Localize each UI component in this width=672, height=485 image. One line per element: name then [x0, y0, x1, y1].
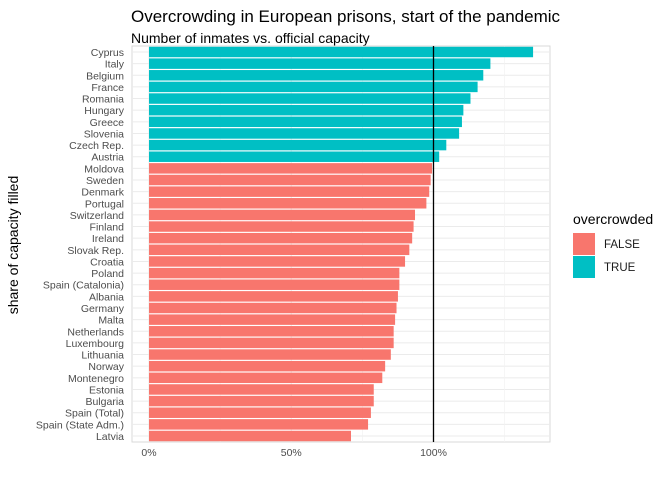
y-tick-label: Czech Rep. [69, 140, 124, 152]
bar-poland [149, 267, 400, 279]
bar-malta [149, 314, 396, 325]
y-tick-label: Malta [98, 315, 124, 327]
y-tick-label: Cyprus [91, 47, 124, 59]
bar-hungary [149, 104, 464, 116]
y-tick-label: Sweden [86, 175, 124, 187]
bar-moldova [149, 163, 433, 174]
bar-france [149, 81, 478, 93]
y-tick-label: Germany [81, 303, 125, 315]
bar-greece [149, 116, 462, 128]
bar-spain-state-adm [149, 419, 369, 430]
bar-sweden [149, 174, 431, 186]
bar-switzerland [149, 209, 416, 221]
bar-estonia [149, 384, 374, 395]
y-tick-label: Finland [90, 222, 125, 234]
bar-ireland [149, 232, 413, 244]
x-tick-label: 0% [141, 447, 156, 459]
chart-title: Overcrowding in European prisons, start … [131, 7, 561, 26]
y-tick-label: Belgium [86, 70, 124, 82]
bar-austria [149, 151, 440, 162]
x-tick-label: 50% [281, 447, 302, 459]
bar-belgium [149, 70, 484, 81]
chart-subtitle: Number of inmates vs. official capacity [131, 30, 370, 46]
y-tick-label: Slovenia [84, 128, 124, 140]
bar-spain-total [149, 407, 371, 418]
y-tick-label: Moldova [84, 163, 124, 175]
legend-swatch-false [573, 233, 595, 255]
bar-slovak-rep [149, 244, 410, 256]
y-tick-label: Montenegro [68, 373, 124, 385]
legend-swatch-true [573, 256, 595, 278]
y-tick-label: Croatia [90, 256, 124, 268]
x-tick-label: 100% [420, 447, 447, 459]
y-tick-label: France [91, 82, 124, 94]
legend-label-true: TRUE [604, 262, 636, 274]
bar-netherlands [149, 326, 394, 337]
bar-lithuania [149, 349, 391, 360]
y-tick-label: Spain (Catalonia) [43, 280, 124, 292]
legend: overcrowded FALSE TRUE [573, 211, 653, 278]
y-tick-label: Poland [91, 268, 124, 280]
bar-cyprus [149, 46, 534, 58]
y-tick-label: Italy [105, 59, 125, 71]
bar-norway [149, 360, 386, 372]
y-tick-label: Norway [88, 361, 124, 373]
y-tick-label: Denmark [81, 187, 124, 199]
bars [149, 46, 534, 442]
bar-denmark [149, 186, 430, 197]
y-tick-label: Estonia [89, 384, 124, 396]
y-tick-label: Switzerland [70, 210, 124, 222]
bar-bulgaria [149, 395, 374, 407]
y-tick-label: Albania [89, 291, 124, 303]
y-tick-label: Spain (Total) [65, 408, 124, 420]
y-tick-label: Luxembourg [66, 338, 125, 350]
bar-finland [149, 221, 414, 232]
y-axis-label: share of capacity filled [5, 176, 21, 315]
y-tick-label: Latvia [96, 431, 124, 443]
y-tick-label: Netherlands [67, 326, 124, 338]
y-tick-label: Greece [90, 117, 125, 129]
y-tick-label: Hungary [84, 105, 124, 117]
y-tick-label: Slovak Rep. [67, 245, 124, 257]
bar-portugal [149, 198, 427, 209]
y-tick-label: Spain (State Adm.) [36, 419, 124, 431]
y-tick-label: Austria [91, 152, 124, 164]
legend-label-false: FALSE [604, 239, 640, 251]
bar-luxembourg [149, 337, 394, 349]
x-tick-labels: 0% 50% 100% [141, 447, 447, 459]
y-tick-labels: CyprusItalyBelgiumFranceRomaniaHungaryGr… [36, 47, 125, 443]
bar-montenegro [149, 372, 383, 384]
bar-germany [149, 302, 397, 314]
legend-title: overcrowded [573, 211, 653, 227]
bar-romania [149, 93, 471, 104]
y-tick-label: Lithuania [81, 350, 124, 362]
y-tick-label: Bulgaria [85, 396, 124, 408]
bar-czech-rep [149, 139, 447, 151]
y-tick-label: Ireland [92, 233, 124, 245]
bar-spain-catalonia [149, 279, 400, 290]
bar-latvia [149, 430, 351, 442]
bar-slovenia [149, 128, 460, 139]
bar-albania [149, 291, 398, 302]
y-tick-label: Portugal [85, 198, 124, 210]
y-tick-label: Romania [82, 94, 124, 106]
bar-croatia [149, 256, 406, 267]
bar-italy [149, 58, 491, 69]
